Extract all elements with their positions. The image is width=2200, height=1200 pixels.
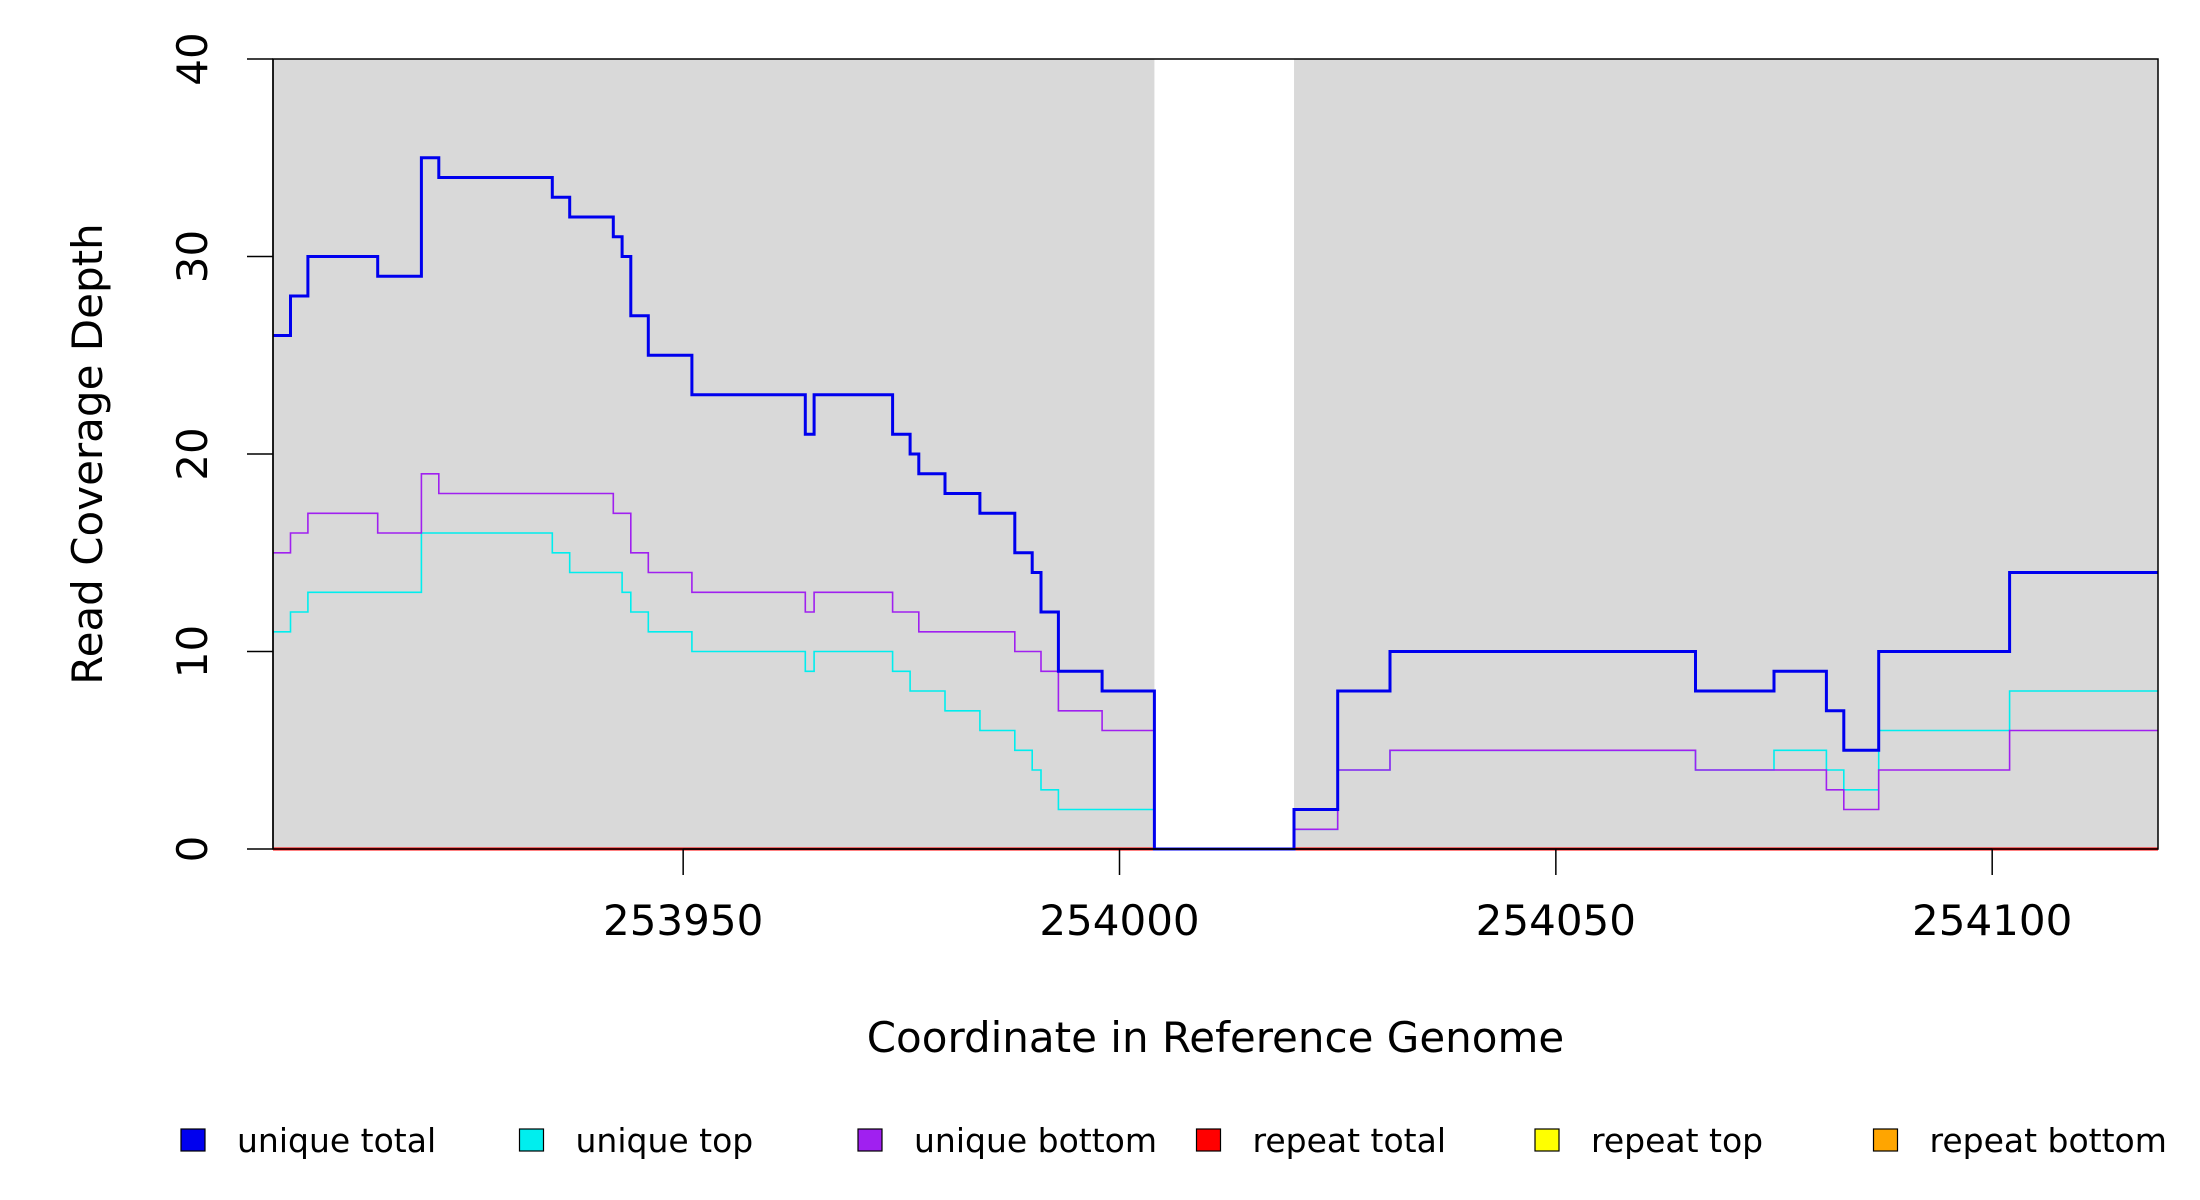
legend-swatch-repeat-total (1195, 1128, 1222, 1152)
legend-label-repeat-total: repeat total (1253, 1121, 1447, 1160)
gap-region (1154, 59, 1295, 849)
x-tick-label: 253950 (603, 896, 763, 945)
legend-label-repeat-top: repeat top (1591, 1121, 1763, 1160)
legend-swatch-unique-bottom (857, 1128, 883, 1152)
y-tick-label: 10 (168, 625, 217, 678)
y-tick-label: 40 (168, 32, 217, 85)
legend-label-unique-total: unique total (237, 1121, 436, 1160)
y-axis-title: Read Coverage Depth (63, 223, 112, 684)
legend-label-unique-bottom: unique bottom (914, 1121, 1157, 1160)
y-axis: 0 10 20 30 40 (168, 32, 274, 863)
legend-swatch-repeat-bottom (1872, 1128, 1899, 1152)
legend-label-unique-top: unique top (576, 1121, 754, 1160)
x-tick-label: 254050 (1476, 896, 1636, 945)
legend-swatch-unique-total (180, 1128, 206, 1152)
legend-swatch-repeat-top (1534, 1128, 1560, 1152)
x-axis-title: Coordinate in Reference Genome (867, 1013, 1565, 1062)
series-line-unique-top (273, 532, 2158, 850)
y-tick-label: 20 (168, 427, 217, 480)
y-tick-label: 30 (168, 230, 217, 283)
x-tick-label: 254000 (1039, 896, 1199, 945)
y-tick-label: 0 (168, 836, 217, 863)
legend: unique total unique top unique bottom repea… (180, 1121, 2167, 1160)
legend-swatch-unique-top (518, 1128, 545, 1152)
x-axis: 253950 254000 254050 254100 (603, 848, 2072, 945)
legend-label-repeat-bottom: repeat bottom (1930, 1121, 2167, 1160)
series-line-unique-total (273, 156, 2158, 851)
x-tick-label: 254100 (1912, 896, 2072, 945)
series-line-unique-bottom (273, 473, 2158, 850)
